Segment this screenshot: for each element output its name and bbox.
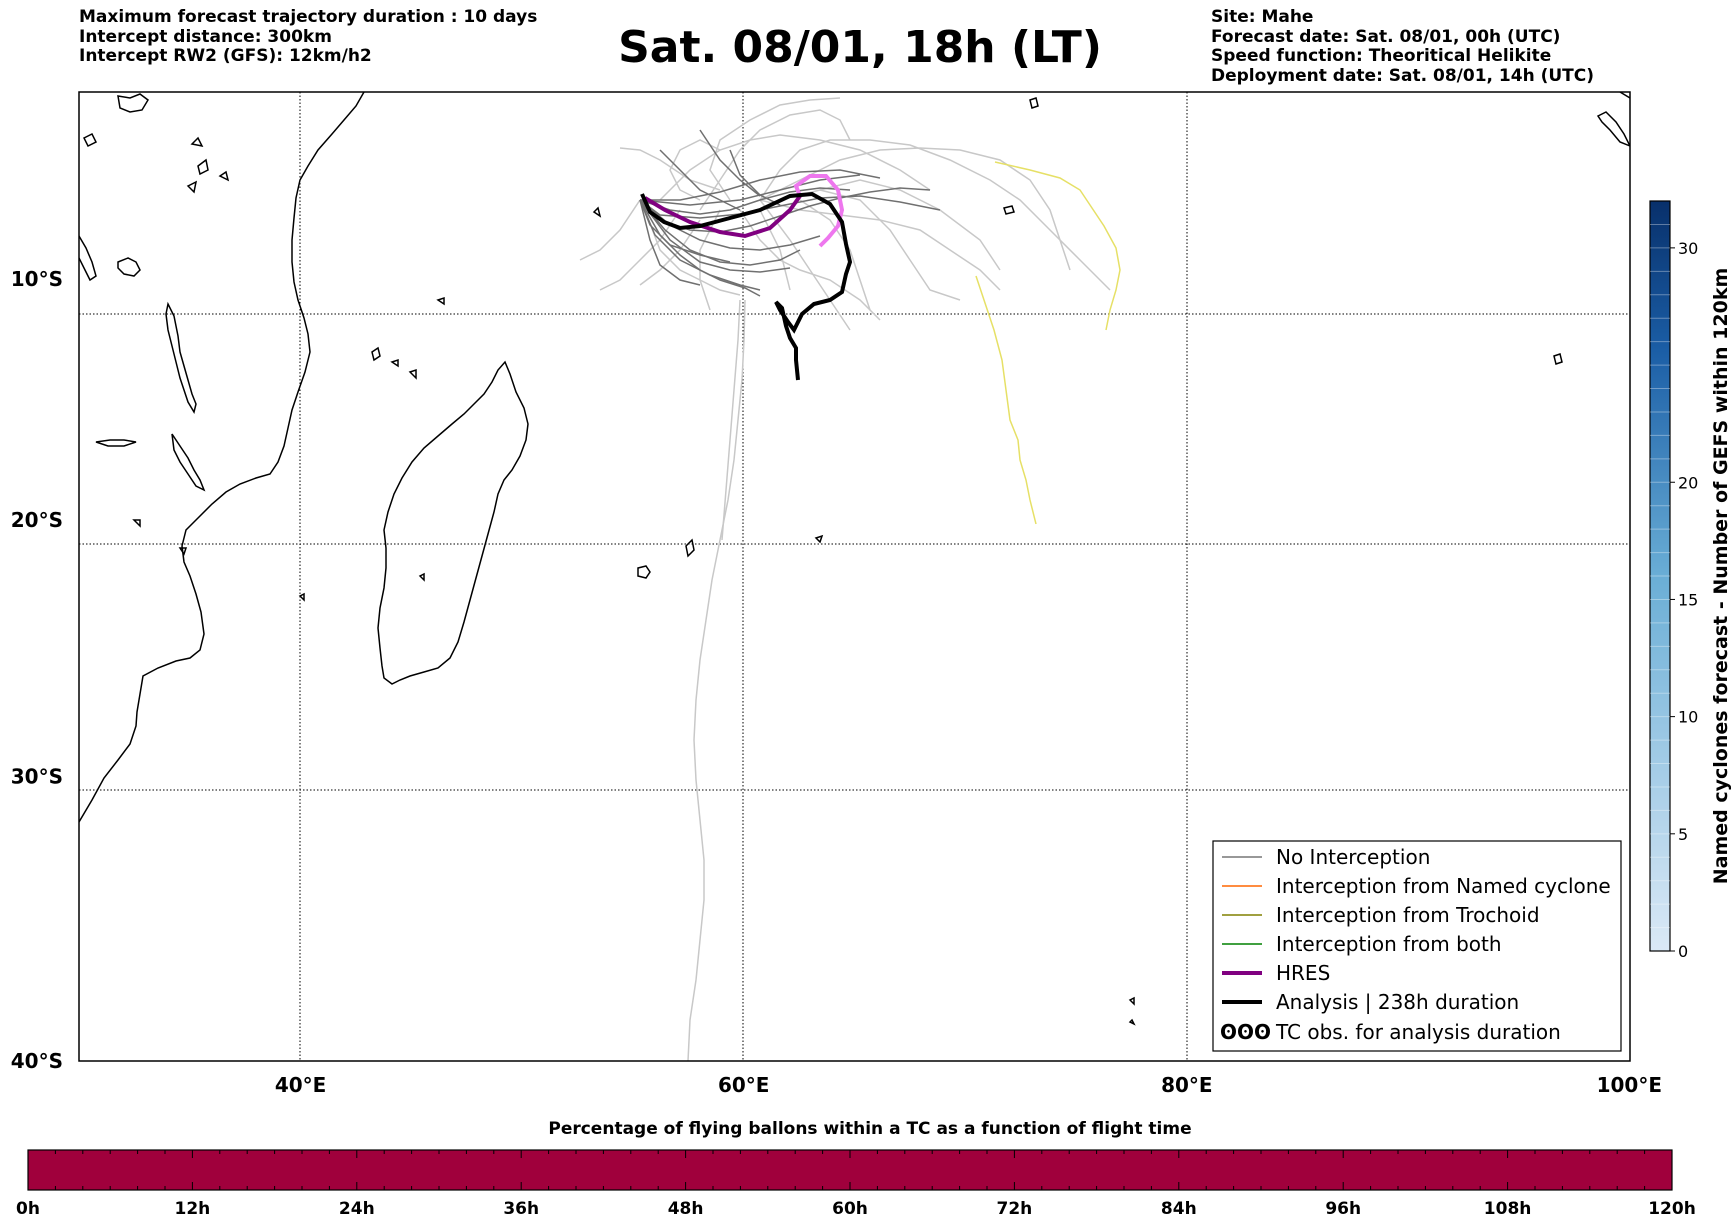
trochoid-trajectory-1: [994, 161, 1121, 331]
legend-box: [1212, 840, 1622, 1052]
main-title: Sat. 08/01, 18h (LT): [618, 22, 1102, 73]
colorbar-bottom-tick-label-5: 60h: [832, 1199, 868, 1219]
lat-labels: 10°S 20°S 30°S 40°S: [11, 267, 63, 1073]
colorbar-right-label: Named cyclones forecast - Number of GEFS…: [1710, 268, 1732, 885]
lat-label-3: 40°S: [11, 1049, 63, 1073]
colorbar-right-tick-label-2: 10: [1678, 708, 1698, 727]
lon-label-2: 80°E: [1161, 1073, 1213, 1097]
hres-trajectory: [643, 194, 802, 239]
colorbar-bottom-tick-label-3: 36h: [503, 1199, 539, 1219]
colorbar-right-tick-label-3: 15: [1678, 590, 1698, 609]
max-duration-text: Maximum forecast trajectory duration : 1…: [79, 7, 538, 27]
colorbar-bottom-tick-label-0: 0h: [16, 1199, 40, 1219]
legend-label-named-cyclone: Interception from Named cyclone: [1276, 874, 1611, 898]
lake-malawi: [171, 433, 206, 492]
colorbar-bottom-title: Percentage of flying ballons within a TC…: [548, 1119, 1192, 1139]
colorbar-bottom-tick-label-9: 108h: [1484, 1199, 1532, 1219]
site-text: Site: Mahe: [1211, 7, 1314, 27]
intercept-rw2-text: Intercept RW2 (GFS): 12km/h2: [79, 46, 372, 66]
forecast-date-text: Forecast date: Sat. 08/01, 00h (UTC): [1211, 26, 1561, 47]
islands-topleft: [82, 93, 230, 194]
colorbar-right-tick-label-5: 30: [1678, 239, 1698, 258]
header-left-info: Maximum forecast trajectory duration : 1…: [79, 7, 538, 67]
colorbar-bottom-tick-label-8: 96h: [1325, 1199, 1361, 1219]
coastline-africa: [79, 92, 365, 823]
lake-victoria: [117, 257, 141, 277]
lon-label-1: 60°E: [718, 1073, 770, 1097]
ensemble-trajectories-light: [579, 97, 1111, 1061]
speed-function-text: Speed function: Theoritical Helikite: [1211, 46, 1552, 66]
lon-labels: 40°E 60°E 80°E 100°E: [275, 1073, 1662, 1097]
intercept-distance-text: Intercept distance: 300km: [79, 26, 332, 47]
colorbar-bottom-tick-label-10: 120h: [1648, 1199, 1696, 1219]
lat-label-2: 30°S: [11, 765, 63, 789]
lon-label-3: 100°E: [1597, 1073, 1662, 1097]
lat-label-1: 20°S: [11, 508, 63, 532]
colorbar-right-tick-label-4: 20: [1678, 473, 1698, 492]
legend-label-no-interception: No Interception: [1276, 845, 1430, 869]
colorbar-bottom-tick-label-1: 12h: [175, 1199, 211, 1219]
colorbar-bottom-tick-label-6: 72h: [997, 1199, 1033, 1219]
map-gridlines: [79, 92, 1630, 1061]
colorbar-bottom-tick-label-4: 48h: [668, 1199, 704, 1219]
lat-label-0: 10°S: [11, 267, 63, 291]
colorbar-right-bar: [1649, 200, 1671, 952]
coastline-madagascar: [377, 360, 529, 685]
legend-label-analysis: Analysis | 238h duration: [1276, 990, 1519, 1014]
legend-label-both: Interception from both: [1276, 932, 1502, 956]
colorbar-right: 0 5 10 15 20 30 Named cyclones forecast - Num…: [1649, 200, 1732, 961]
map-frame: [78, 91, 1631, 1062]
lake-edge: [79, 235, 97, 282]
legend-label-hres: HRES: [1276, 961, 1330, 985]
lake-tanganyika: [165, 301, 197, 414]
colorbar-right-tick-label-1: 5: [1678, 825, 1688, 844]
colorbar-right-tick-label-0: 0: [1678, 942, 1688, 961]
trochoid-trajectory-2: [975, 275, 1037, 525]
colorbar-bottom-tick-label-7: 84h: [1161, 1199, 1197, 1219]
lake-rukwa: [95, 439, 137, 447]
hres-highlight: [793, 174, 845, 248]
colorbar-bottom-tick-label-2: 24h: [339, 1199, 375, 1219]
legend-label-trochoid: Interception from Trochoid: [1276, 903, 1540, 927]
legend: No Interception Interception from Named …: [1212, 840, 1622, 1052]
lon-label-0: 40°E: [275, 1073, 327, 1097]
legend-glyph-tc-obs: ʘʘʘ: [1220, 1020, 1271, 1044]
legend-label-tc-obs: TC obs. for analysis duration: [1275, 1020, 1561, 1044]
deployment-date-text: Deployment date: Sat. 08/01, 14h (UTC): [1211, 65, 1595, 86]
analysis-trajectory: [640, 191, 853, 381]
header-right-info: Site: Mahe Forecast date: Sat. 08/01, 00…: [1211, 7, 1595, 86]
colorbar-bottom: 0h 12h 24h 36h 48h 60h 72h 84h 96h 108h 120h: [16, 1149, 1696, 1219]
small-islands: [132, 92, 1630, 1026]
